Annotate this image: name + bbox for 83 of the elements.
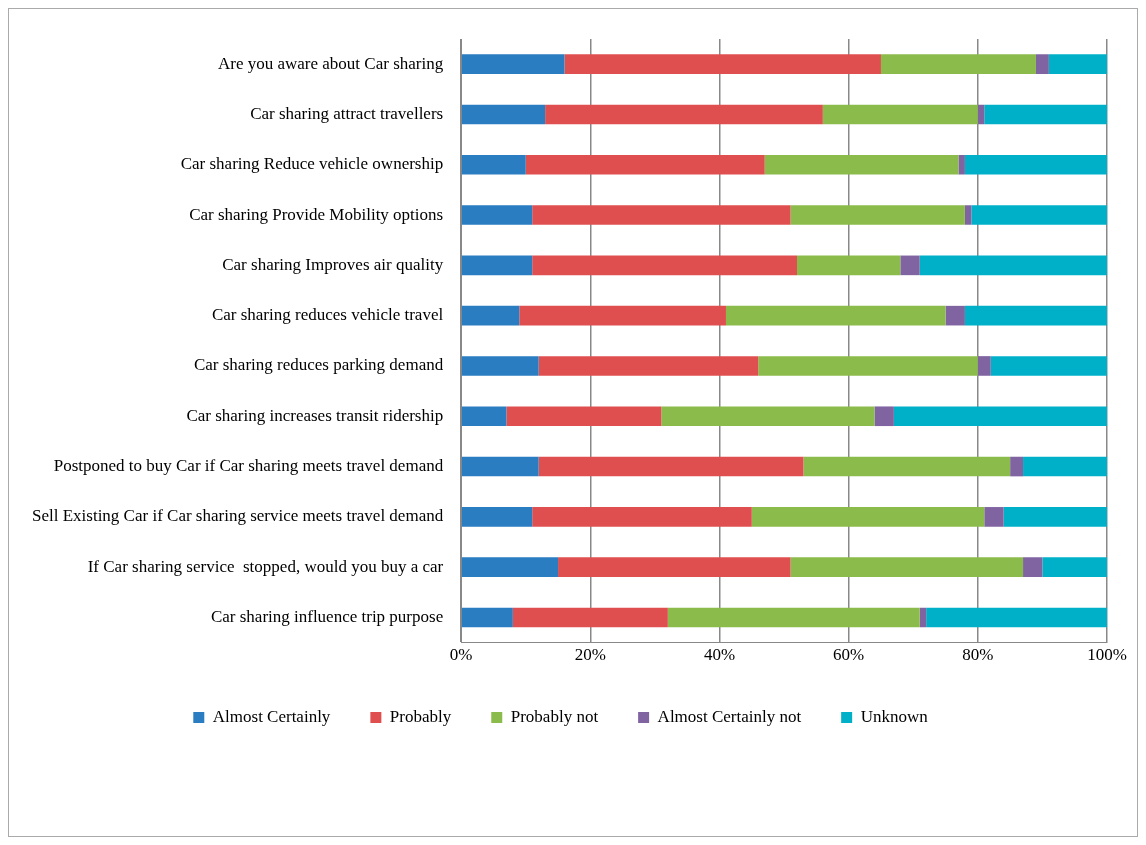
bar — [1035, 54, 1049, 74]
bar — [945, 305, 965, 326]
x-tick-label: 40% — [703, 645, 736, 665]
bar — [958, 154, 965, 175]
bar — [532, 507, 752, 527]
y-tick-label: Car sharing Reduce vehicle ownership — [180, 154, 444, 174]
bar — [1042, 557, 1107, 577]
bar — [1023, 456, 1107, 477]
bar — [964, 305, 1107, 326]
legend-label: Almost Certainly not — [657, 706, 802, 726]
y-tick-label: Car sharing influence trip purpose — [210, 606, 444, 626]
y-tick-label: If Car sharing service stopped, would you buy a car — [87, 556, 444, 576]
bar — [532, 255, 798, 276]
bar — [990, 356, 1107, 376]
bar — [984, 507, 1004, 527]
bar — [532, 205, 791, 225]
bar — [667, 607, 920, 628]
bar — [525, 154, 765, 175]
bar — [971, 205, 1107, 225]
bar — [461, 456, 539, 477]
bar — [461, 255, 533, 276]
bar — [461, 557, 559, 577]
bar — [919, 255, 1107, 276]
bar — [545, 104, 823, 125]
legend-label: Probably — [389, 706, 452, 726]
bar — [461, 154, 526, 175]
x-tick-label: 20% — [574, 645, 606, 665]
bar — [661, 406, 875, 427]
bar — [751, 507, 985, 527]
bar — [1023, 557, 1043, 577]
bar — [1010, 456, 1024, 477]
bar — [964, 154, 1107, 175]
bar — [893, 406, 1107, 427]
y-tick-label: Car sharing reduces vehicle travel — [211, 305, 444, 325]
bar — [461, 507, 533, 527]
y-tick-label: Postponed to buy Car if Car sharing meets travel demand — [53, 456, 444, 476]
bar — [977, 104, 985, 125]
bar — [984, 104, 1107, 125]
bar — [1003, 507, 1107, 527]
bar — [764, 154, 959, 175]
bar — [461, 607, 513, 628]
bar — [461, 305, 520, 326]
bar — [461, 356, 539, 376]
bar — [790, 205, 965, 225]
y-tick-label: Sell Existing Car if Car sharing service meets travel demand — [32, 506, 444, 526]
x-tick-label: 80% — [962, 645, 994, 665]
bar — [564, 54, 881, 74]
bar — [1048, 54, 1107, 74]
bar — [558, 557, 791, 577]
bar — [797, 255, 901, 276]
bar — [977, 356, 991, 376]
legend-label: Almost Certainly — [212, 706, 331, 726]
bar — [874, 406, 894, 427]
x-tick-label: 60% — [833, 645, 865, 665]
bar — [461, 406, 507, 427]
bar — [964, 205, 972, 225]
bar — [725, 305, 946, 326]
bar — [461, 54, 565, 74]
bar — [790, 557, 1024, 577]
bar — [758, 356, 978, 376]
bar — [506, 406, 662, 427]
bar — [512, 607, 668, 628]
x-tick-label: 100% — [1087, 645, 1127, 665]
bar — [803, 456, 1011, 477]
bar — [900, 255, 920, 276]
y-tick-label: Car sharing attract travellers — [250, 103, 444, 123]
y-tick-label: Car sharing Improves air quality — [222, 254, 444, 274]
legend-label: Unknown — [860, 706, 929, 726]
bar — [538, 356, 759, 376]
bar — [926, 607, 1107, 628]
bar — [822, 104, 978, 125]
bar — [461, 205, 533, 225]
y-tick-label: Car sharing Provide Mobility options — [189, 204, 444, 224]
bar — [880, 54, 1036, 74]
legend-label: Probably not — [510, 706, 599, 726]
bar — [461, 104, 546, 125]
bar — [538, 456, 804, 477]
bar — [919, 607, 927, 628]
y-tick-label: Car sharing reduces parking demand — [193, 355, 444, 375]
bar — [519, 305, 726, 326]
y-tick-label: Car sharing increases transit ridership — [186, 405, 444, 425]
y-tick-label: Are you aware about Car sharing — [218, 53, 444, 73]
x-tick-label: 0% — [449, 645, 473, 665]
